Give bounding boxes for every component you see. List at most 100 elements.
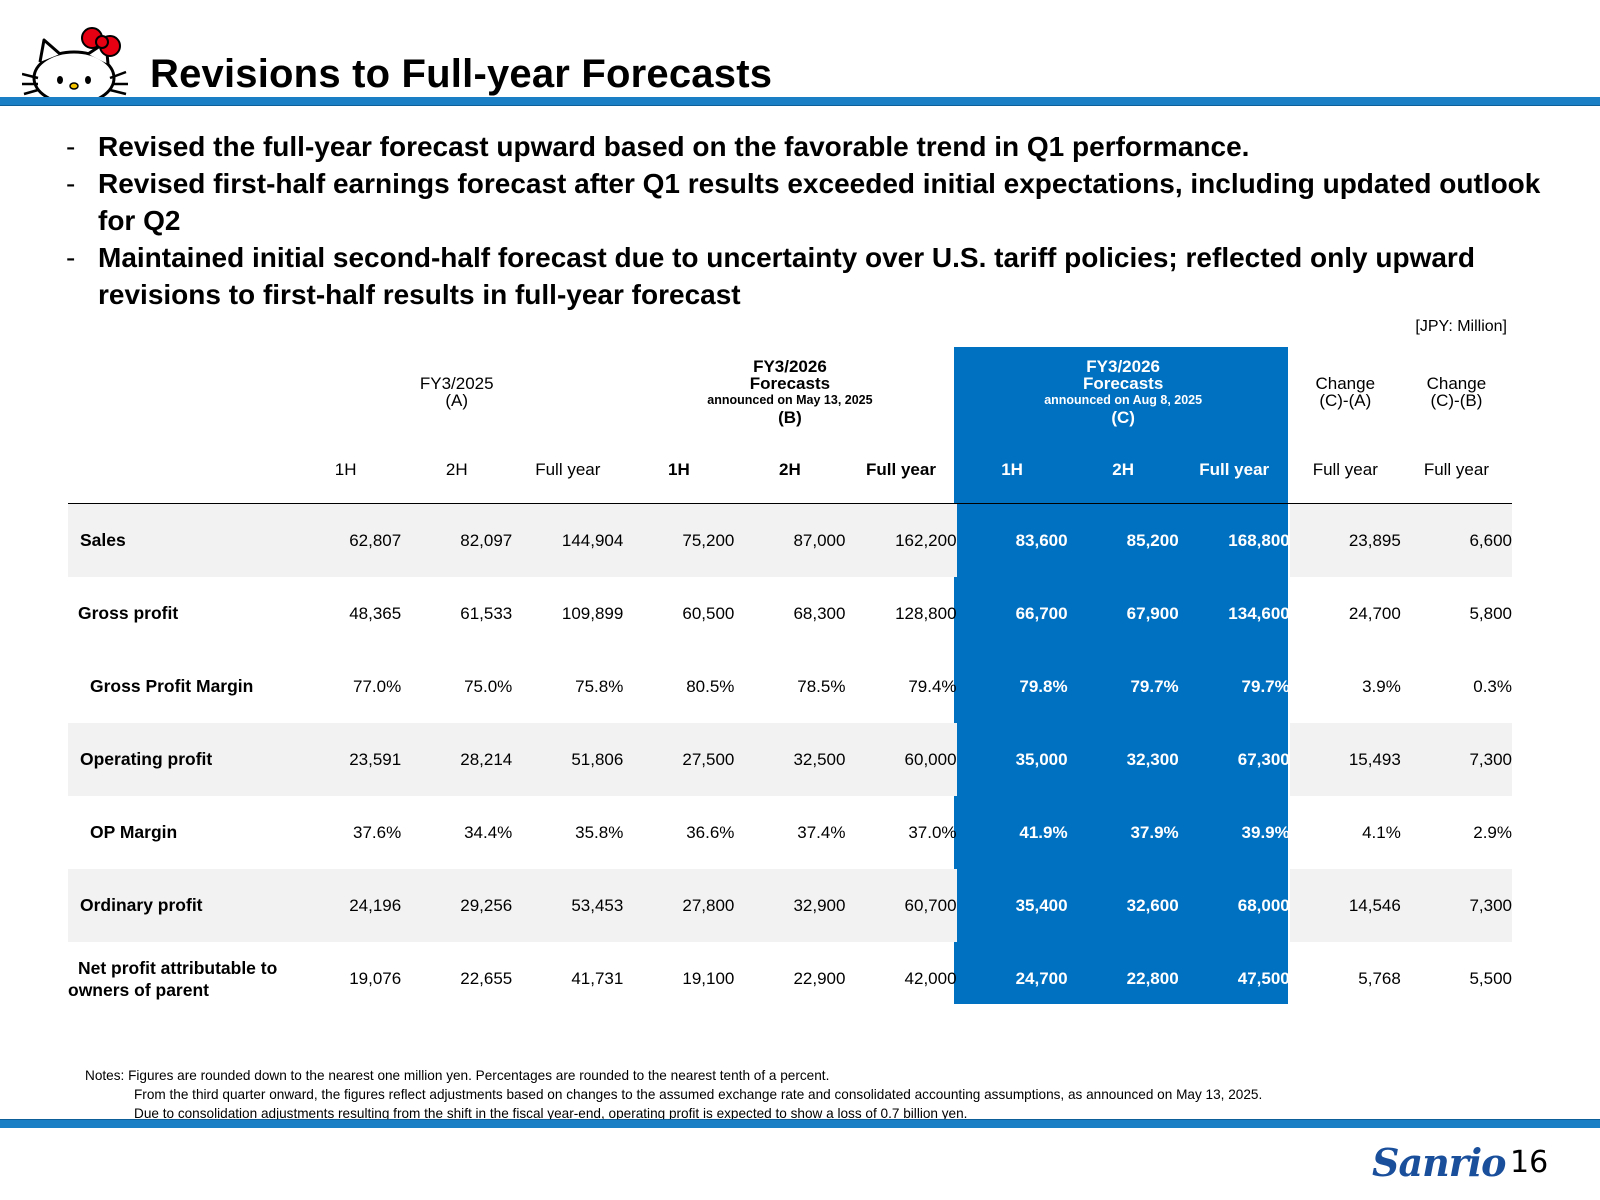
table-cell: 32,300 bbox=[1126, 749, 1179, 769]
table-cell: 168,800 bbox=[1228, 530, 1290, 550]
row-label: Gross Profit Margin bbox=[90, 676, 254, 696]
table-cell: 5,768 bbox=[1358, 968, 1401, 988]
table-cell: 41.9% bbox=[1019, 822, 1068, 842]
table-cell: 128,800 bbox=[895, 603, 957, 623]
table-cell: 24,700 bbox=[1015, 968, 1068, 988]
table-cell: 134,600 bbox=[1228, 603, 1290, 623]
table-cell: 22,800 bbox=[1126, 968, 1179, 988]
footer-divider bbox=[0, 1119, 1600, 1128]
table-cell: 41,731 bbox=[571, 968, 624, 988]
row-label: OP Margin bbox=[90, 822, 178, 842]
group-header-b: FY3/2026 Forecasts announced on May 13, … bbox=[707, 357, 873, 427]
table-cell: 34.4% bbox=[464, 822, 513, 842]
table-cell: 60,500 bbox=[682, 603, 735, 623]
bullet-item: - Revised the full-year forecast upward b… bbox=[66, 128, 1566, 165]
group-header-change-ca: Change (C)-(A) bbox=[1315, 374, 1376, 410]
row-label: Net profit attributable to owners of par… bbox=[68, 942, 290, 1015]
table-cell: 79.7% bbox=[1130, 676, 1179, 696]
table-row: Gross profit 48,365 61,533 109,899 60,50… bbox=[68, 577, 1512, 650]
sub-header: 2H bbox=[445, 460, 468, 479]
table-row: Sales 62,807 82,097 144,904 75,200 87,00… bbox=[68, 503, 1512, 577]
table-cell: 23,895 bbox=[1289, 503, 1401, 577]
sub-header: Full year bbox=[866, 460, 936, 479]
sub-header: Full year bbox=[535, 460, 601, 479]
table-cell: 75.8% bbox=[575, 676, 624, 696]
table-cell: 36.6% bbox=[686, 822, 735, 842]
table-cell: 53,453 bbox=[512, 869, 624, 942]
table-cell: 19,100 bbox=[682, 968, 735, 988]
table-cell: 32,900 bbox=[734, 869, 846, 942]
sub-header: 1H bbox=[1001, 460, 1023, 479]
table-cell: 24,196 bbox=[290, 869, 402, 942]
table-group-header: FY3/2025 (A) FY3/2026 Forecasts announced… bbox=[68, 347, 1512, 437]
forecast-table: FY3/2025 (A) FY3/2026 Forecasts announced… bbox=[68, 347, 1512, 1015]
bullet-text: Maintained initial second-half forecast … bbox=[98, 242, 1475, 310]
table-cell: 42,000 bbox=[904, 968, 957, 988]
table-cell: 83,600 bbox=[1015, 530, 1068, 550]
table-cell: 80.5% bbox=[686, 676, 735, 696]
page-number: 16 bbox=[1510, 1145, 1549, 1180]
table-cell: 35.8% bbox=[575, 822, 624, 842]
note-line: Notes: Figures are rounded down to the n… bbox=[85, 1068, 830, 1083]
bullet-item: - Revised first-half earnings forecast af… bbox=[66, 165, 1566, 239]
row-label-line1: Net profit attributable to bbox=[78, 957, 278, 978]
table-cell: 62,807 bbox=[290, 503, 402, 577]
table-cell: 77.0% bbox=[353, 676, 402, 696]
table-cell: 5,800 bbox=[1469, 603, 1512, 623]
table-cell: 14,546 bbox=[1289, 869, 1401, 942]
table-cell: 144,904 bbox=[512, 503, 624, 577]
summary-bullets: - Revised the full-year forecast upward b… bbox=[66, 128, 1566, 313]
table-cell: 35,400 bbox=[1015, 895, 1068, 915]
table-cell: 162,200 bbox=[845, 503, 957, 577]
table-cell: 68,300 bbox=[793, 603, 846, 623]
table-cell: 79.4% bbox=[908, 676, 957, 696]
table-cell: 2.9% bbox=[1473, 822, 1512, 842]
table-cell: 23,591 bbox=[290, 723, 402, 796]
table-cell: 37.4% bbox=[797, 822, 846, 842]
table-cell: 7,300 bbox=[1400, 869, 1512, 942]
forecast-c-highlight bbox=[954, 347, 1288, 1004]
table-cell: 109,899 bbox=[561, 603, 624, 623]
table-cell: 47,500 bbox=[1237, 968, 1290, 988]
table-cell: 5,500 bbox=[1469, 968, 1512, 988]
bullet-dash: - bbox=[66, 242, 76, 273]
bullet-item: - Maintained initial second-half forecast… bbox=[66, 239, 1566, 313]
note-line: From the third quarter onward, the figur… bbox=[134, 1087, 1263, 1102]
bullet-dash: - bbox=[66, 131, 76, 162]
sub-header: 1H bbox=[334, 460, 357, 479]
table-cell: 61,533 bbox=[460, 603, 513, 623]
table-cell: 82,097 bbox=[401, 503, 513, 577]
table-cell: 68,000 bbox=[1237, 895, 1290, 915]
row-label: Operating profit bbox=[68, 723, 291, 796]
sub-header: Full year bbox=[1423, 460, 1489, 479]
sanrio-logo: Sanrio bbox=[1372, 1140, 1506, 1185]
table-cell: 29,256 bbox=[401, 869, 513, 942]
hello-kitty-logo-icon bbox=[22, 27, 128, 106]
table-cell: 60,000 bbox=[845, 723, 957, 796]
table-cell: 51,806 bbox=[512, 723, 624, 796]
sub-header: 2H bbox=[1112, 460, 1134, 479]
table-cell: 60,700 bbox=[845, 869, 957, 942]
table-cell: 66,700 bbox=[1015, 603, 1068, 623]
table-cell: 35,000 bbox=[1015, 749, 1068, 769]
table-cell: 75.0% bbox=[464, 676, 513, 696]
group-header-c: FY3/2026 Forecasts announced on Aug 8, 2… bbox=[1044, 357, 1203, 427]
sub-header: 2H bbox=[779, 460, 801, 479]
table-cell: 7,300 bbox=[1400, 723, 1512, 796]
table-cell: 22,655 bbox=[460, 968, 513, 988]
footnotes: Notes: Figures are rounded down to the n… bbox=[85, 1066, 1262, 1123]
group-header-a: FY3/2025 (A) bbox=[419, 374, 494, 410]
sub-header: Full year bbox=[1312, 460, 1378, 479]
title-divider bbox=[0, 97, 1600, 106]
group-header-change-cb: Change (C)-(B) bbox=[1426, 374, 1487, 410]
note-line: Due to consolidation adjustments resulti… bbox=[134, 1106, 968, 1121]
table-cell: 19,076 bbox=[349, 968, 402, 988]
table-cell: 32,600 bbox=[1126, 895, 1179, 915]
table-cell: 85,200 bbox=[1126, 530, 1179, 550]
bullet-dash: - bbox=[66, 168, 76, 199]
page-title: Revisions to Full-year Forecasts bbox=[150, 52, 773, 96]
table-cell: 67,900 bbox=[1126, 603, 1179, 623]
row-label: Ordinary profit bbox=[68, 869, 291, 942]
bullet-text: Revised first-half earnings forecast aft… bbox=[98, 168, 1541, 236]
sub-header: 1H bbox=[667, 460, 690, 479]
